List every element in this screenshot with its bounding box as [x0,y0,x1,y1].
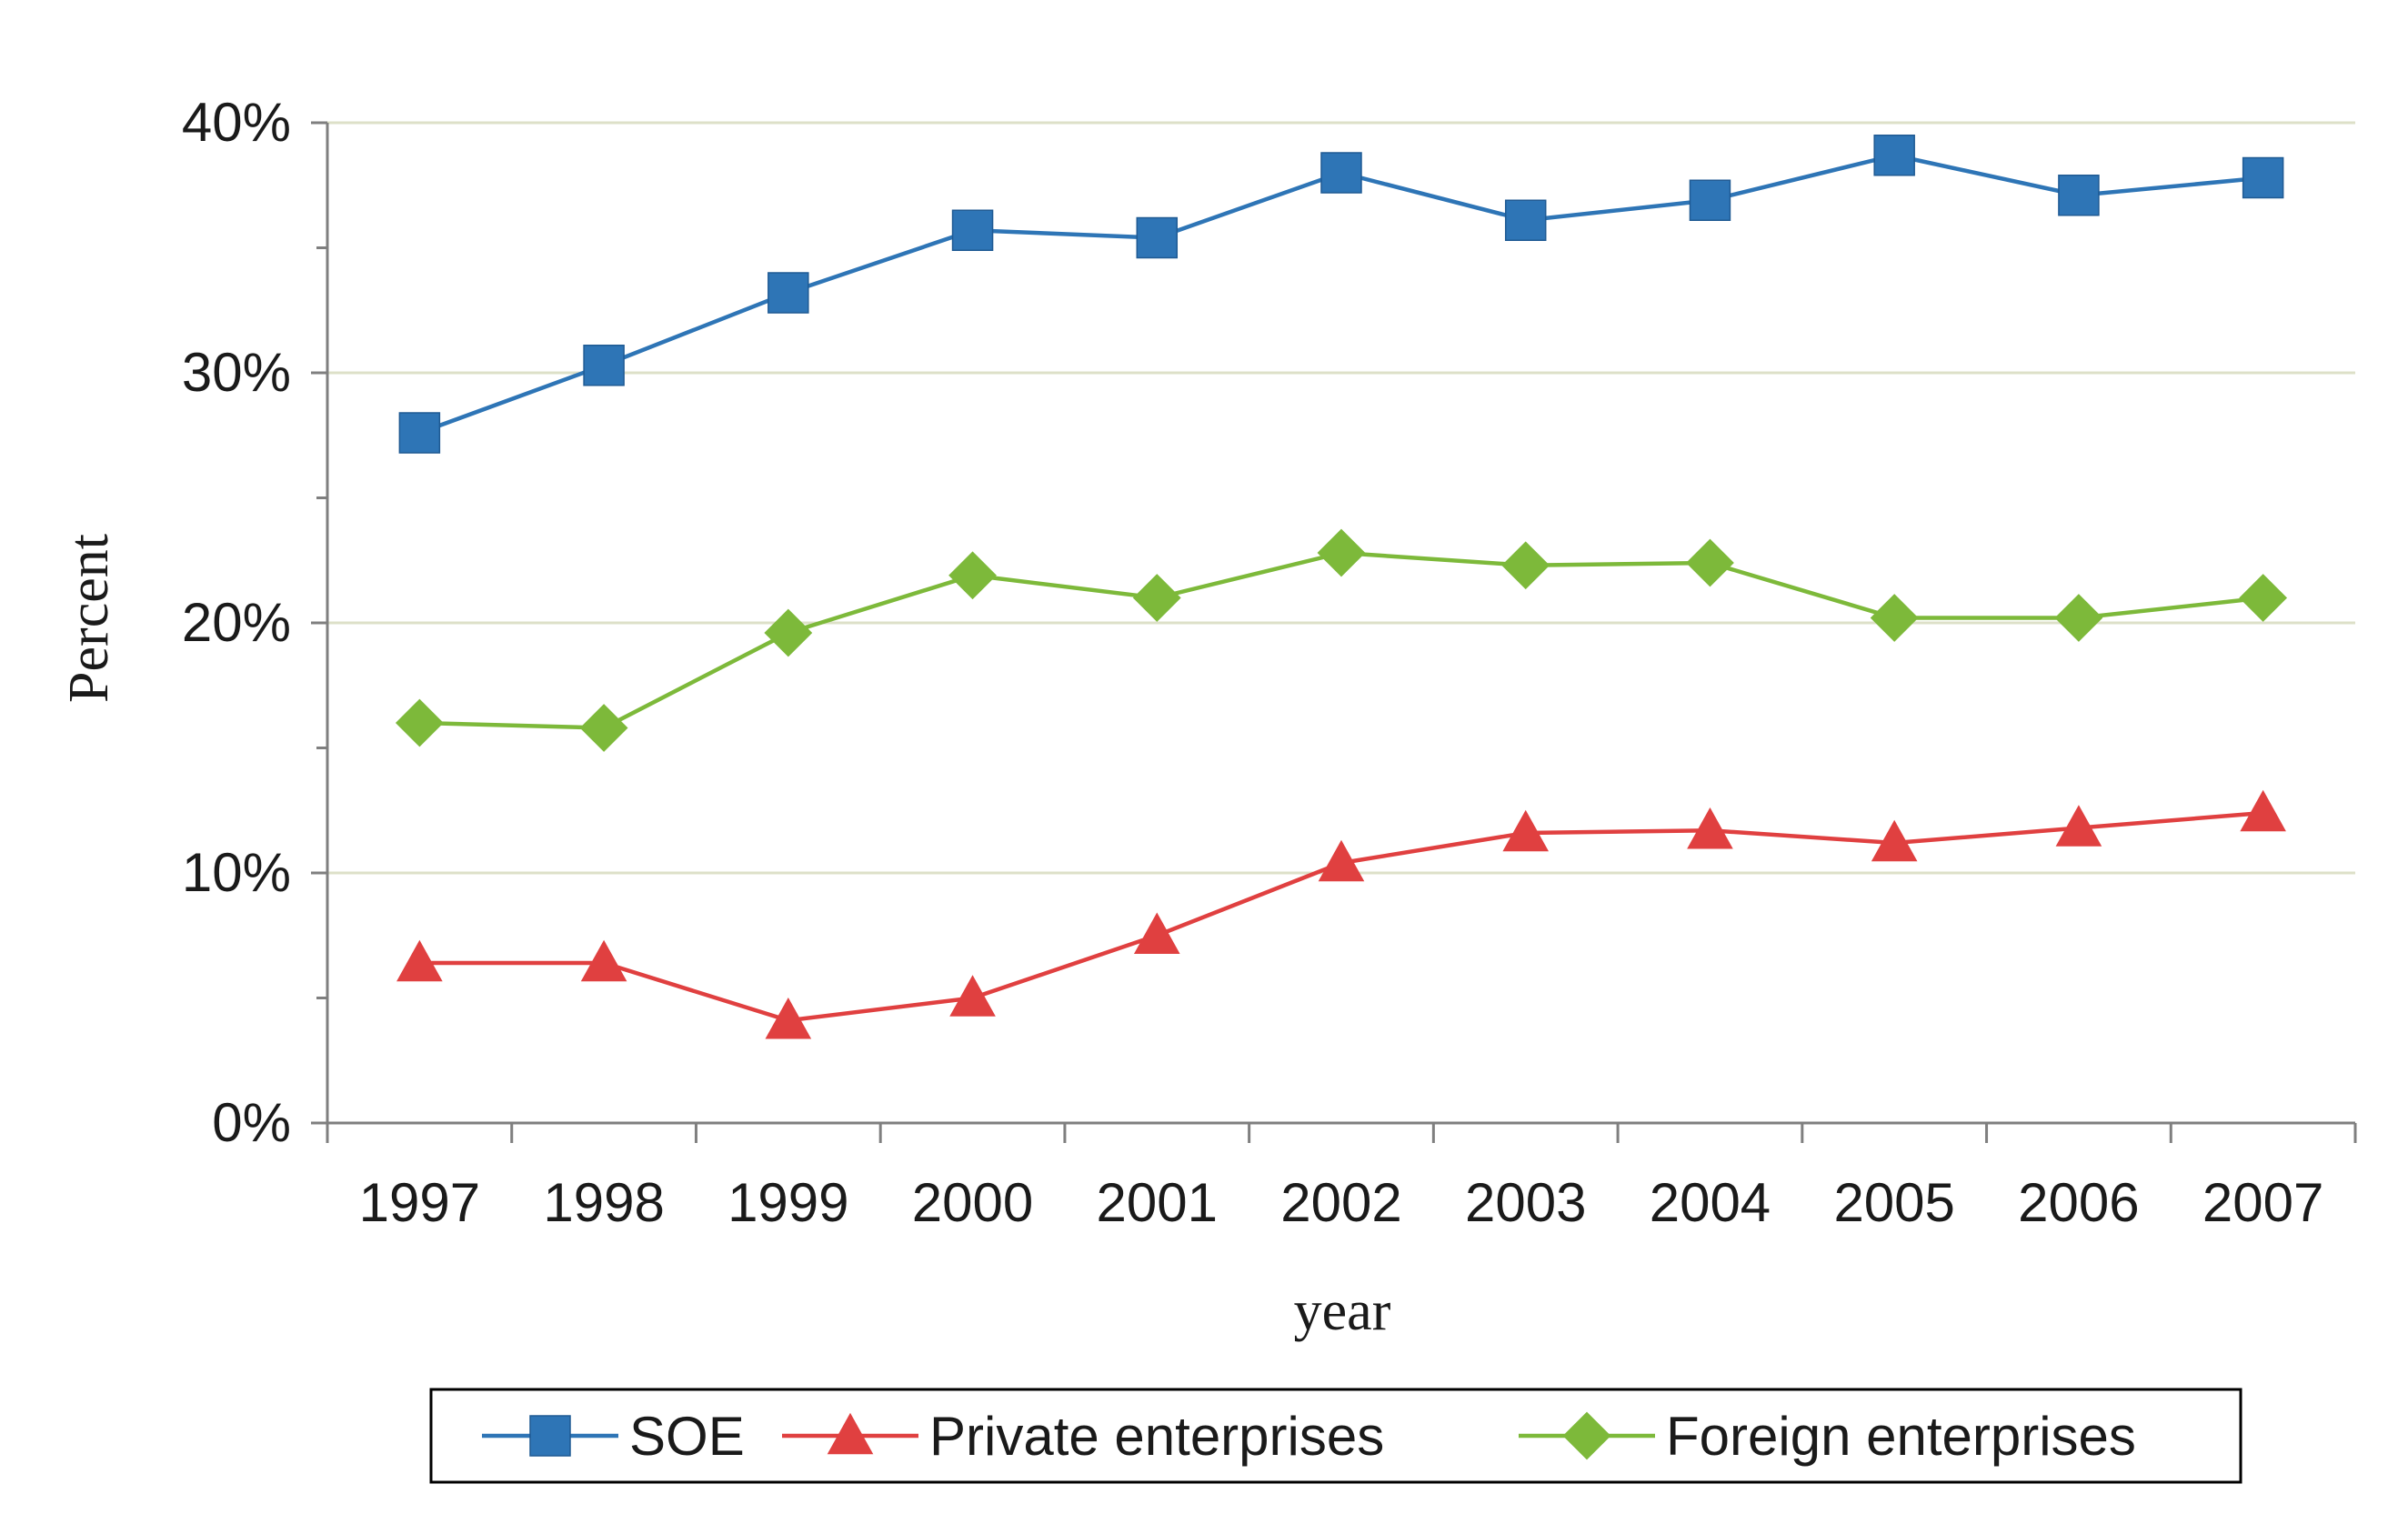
legend-label-private-enterprises: Private enterprises [929,1406,1384,1467]
data-point-foreign-enterprises [2054,594,2103,642]
data-point-private-enterprises [1871,819,1918,862]
legend-box [429,1388,2242,1484]
data-point-foreign-enterprises [764,608,813,657]
legend-marker-soe [529,1415,571,1457]
data-point-foreign-enterprises [579,704,628,752]
series-group [395,135,2288,1039]
data-point-soe [951,209,994,251]
data-point-private-enterprises [765,997,812,1039]
data-point-soe [768,272,809,314]
x-tick-label: 2003 [1465,1172,1586,1233]
data-point-soe [2242,156,2284,199]
y-tick-label: 20% [182,592,291,653]
data-point-soe [1689,179,1731,221]
data-point-foreign-enterprises [1501,541,1550,590]
x-tick-label: 2001 [1097,1172,1218,1233]
data-point-private-enterprises [1687,807,1733,849]
legend-marker-private-enterprises [827,1412,874,1455]
data-point-soe [583,345,625,386]
data-point-soe [1320,152,1362,194]
data-point-foreign-enterprises [1686,538,1734,587]
data-point-private-enterprises [580,939,627,982]
legend-label-soe: SOE [629,1406,745,1467]
data-point-soe [398,412,441,454]
x-axis-title: year [1294,1280,1391,1342]
legend-label-foreign-enterprises: Foreign enterprises [1666,1406,2136,1467]
data-point-private-enterprises [1502,809,1550,852]
x-tick-label: 2007 [2202,1172,2323,1233]
y-tick-label: 10% [182,842,291,903]
data-point-foreign-enterprises [1317,528,1366,577]
x-tick-label: 2004 [1650,1172,1771,1233]
legend-marker-foreign-enterprises [1562,1411,1611,1460]
data-point-foreign-enterprises [1132,574,1181,622]
legend: SOE Private enterprises Foreign enterprise… [429,1388,2242,1484]
data-point-foreign-enterprises [395,698,444,747]
series-line-soe [418,153,2263,436]
data-point-private-enterprises [1133,912,1180,954]
x-tick-label: 1997 [359,1172,480,1233]
data-point-private-enterprises [2055,805,2102,847]
data-point-foreign-enterprises [2239,574,2288,622]
data-point-soe [1136,216,1179,259]
labels: year Percent 0% 10% 20% 30% 40% 1997 1998 1999 2… [58,92,2323,1342]
x-tick-label: 2006 [2018,1172,2139,1233]
x-tick-label: 2002 [1280,1172,1401,1233]
y-tick-label: 0% [212,1092,291,1153]
data-point-private-enterprises [396,939,443,982]
data-point-foreign-enterprises [1870,594,1919,642]
x-tick-label: 2005 [1833,1172,1954,1233]
y-tick-label: 30% [182,342,291,403]
x-tick-label: 1999 [727,1172,848,1233]
data-point-soe [2058,175,2100,216]
data-point-soe [1873,135,1915,176]
gridlines [327,121,2355,875]
series-line-foreign-enterprises [419,550,2263,730]
data-point-private-enterprises [1318,839,1365,882]
data-point-foreign-enterprises [948,551,997,600]
x-tick-label: 2000 [912,1172,1033,1233]
axes [311,121,2357,1143]
data-point-soe [1504,199,1547,241]
data-point-private-enterprises [949,975,996,1017]
x-tick-label: 1998 [543,1172,664,1233]
y-tick-label: 40% [182,92,291,153]
data-point-private-enterprises [2240,789,2286,832]
y-axis-title: Percent [58,534,120,703]
